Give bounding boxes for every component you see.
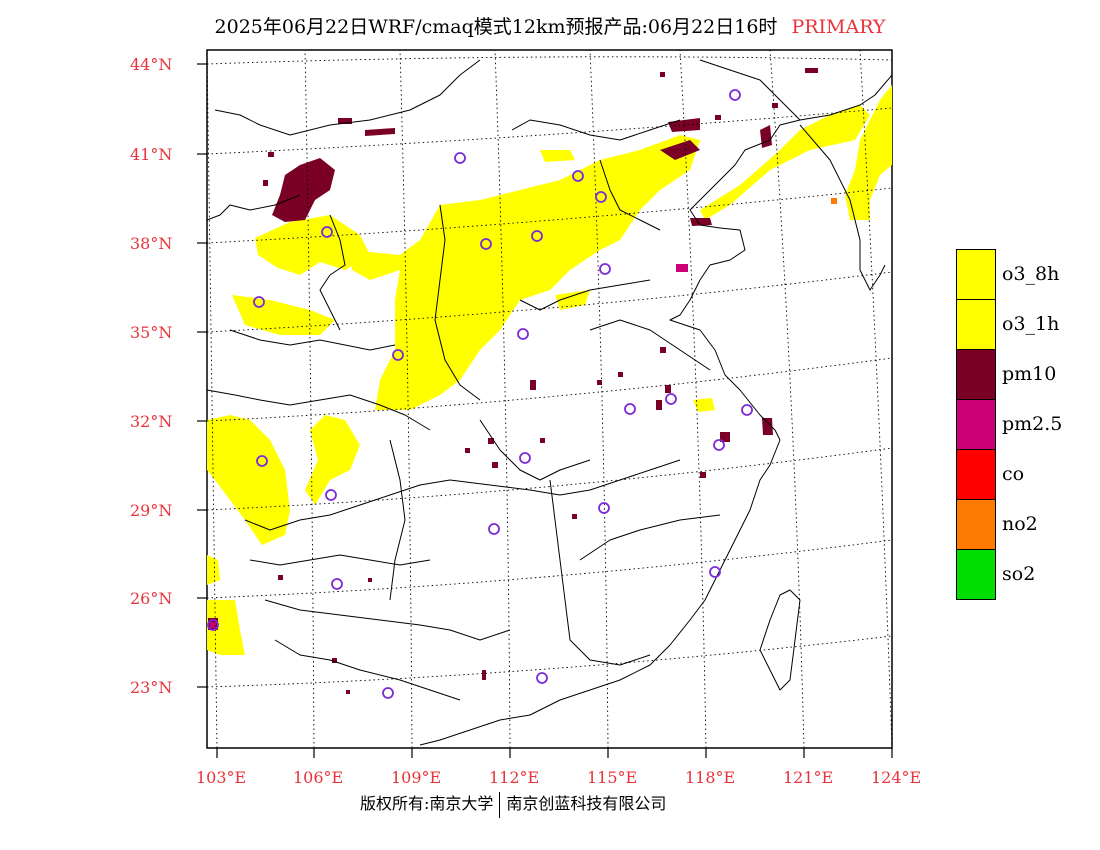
pm10-pixels xyxy=(263,72,778,694)
legend-swatch xyxy=(956,249,996,300)
footer-divider xyxy=(499,791,501,818)
taiwan xyxy=(759,589,801,691)
legend-label: so2 xyxy=(1002,563,1036,585)
lon-label-115: 115°E xyxy=(587,768,638,787)
coastline xyxy=(419,74,893,746)
title-text: 2025年06月22日WRF/cmaq模式12km预报产品:06月22日16时 xyxy=(214,16,778,38)
lon-label-124: 124°E xyxy=(871,768,922,787)
lon-label-112: 112°E xyxy=(489,768,540,787)
lat-label-29: 29°N xyxy=(130,501,173,520)
primary-label: PRIMARY xyxy=(791,16,886,38)
company-text: 南京创蓝科技有限公司 xyxy=(506,794,667,813)
legend-label: o3_8h xyxy=(1002,263,1060,285)
map-title: 2025年06月22日WRF/cmaq模式12km预报产品:06月22日16时 P… xyxy=(0,12,1100,39)
lon-label-121: 121°E xyxy=(783,768,834,787)
korea xyxy=(799,124,886,291)
lat-label-26: 26°N xyxy=(130,589,173,608)
lat-label-44: 44°N xyxy=(130,55,173,74)
o3-regions xyxy=(207,85,892,655)
lat-label-41: 41°N xyxy=(130,145,173,164)
lat-label-38: 38°N xyxy=(130,234,173,253)
legend-swatch xyxy=(956,399,996,450)
lat-label-32: 32°N xyxy=(130,412,173,431)
lon-label-109: 109°E xyxy=(391,768,442,787)
legend-label: o3_1h xyxy=(1002,313,1060,335)
boundaries xyxy=(206,59,893,746)
copyright-text: 版权所有:南京大学 xyxy=(360,794,494,813)
lon-label-103: 103°E xyxy=(196,768,247,787)
legend-swatch xyxy=(956,549,996,600)
legend-swatch xyxy=(956,299,996,350)
lon-label-106: 106°E xyxy=(293,768,344,787)
legend-swatch xyxy=(956,499,996,550)
lat-label-35: 35°N xyxy=(130,323,173,342)
legend-label: co xyxy=(1002,463,1025,485)
copyright-footer: 版权所有:南京大学 南京创蓝科技有限公司 xyxy=(360,790,666,818)
tick-marks xyxy=(197,63,893,758)
lat-label-23: 23°N xyxy=(130,678,173,697)
legend-label: pm10 xyxy=(1002,363,1057,385)
legend-swatch xyxy=(956,349,996,400)
lon-label-118: 118°E xyxy=(685,768,736,787)
legend-label: pm2.5 xyxy=(1002,413,1063,435)
graticule xyxy=(206,49,893,749)
legend-label: no2 xyxy=(1002,513,1038,535)
pm25-pixels xyxy=(210,264,688,628)
legend-swatch xyxy=(956,449,996,500)
no2-pixel xyxy=(831,198,837,204)
site-markers xyxy=(207,89,753,699)
pm10-regions xyxy=(208,68,818,630)
